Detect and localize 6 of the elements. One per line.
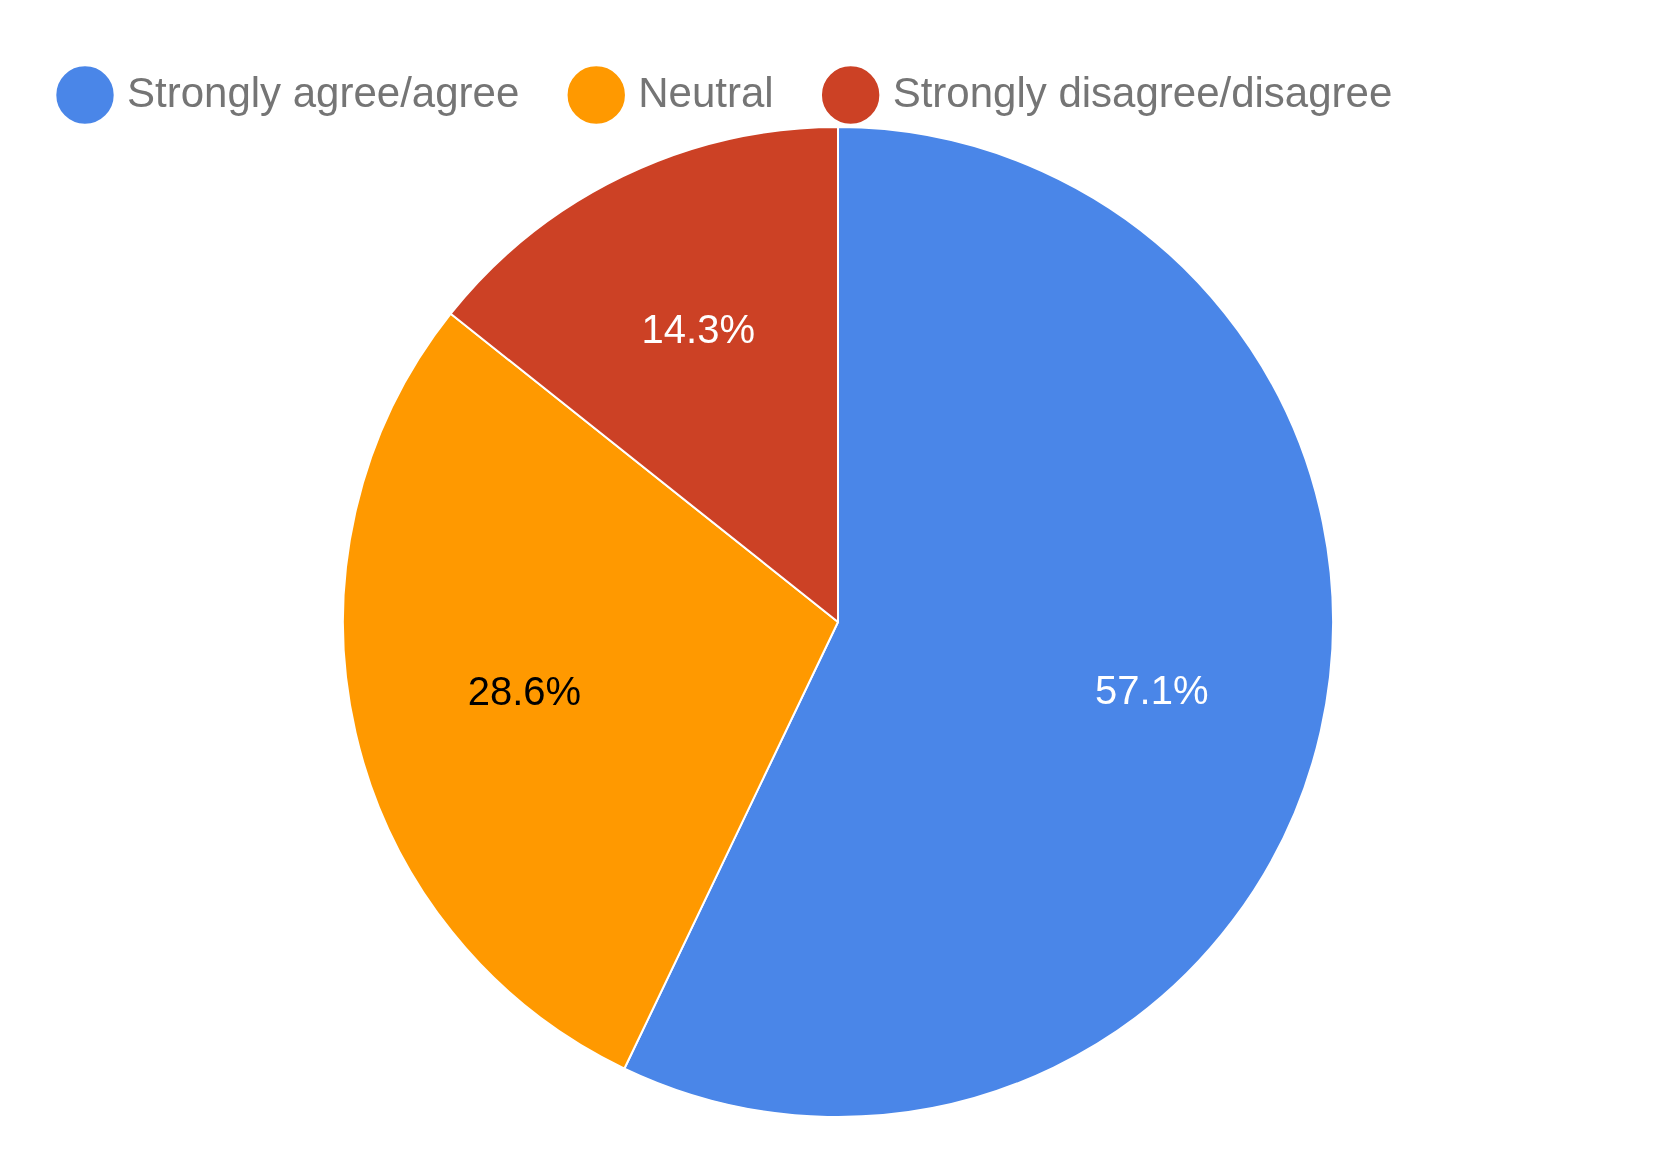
legend-label: Strongly disagree/disagree	[892, 68, 1393, 116]
legend-label: Strongly agree/agree	[127, 68, 520, 116]
data-label: 28.6%	[467, 669, 582, 714]
data-label: 14.3%	[641, 307, 755, 352]
legend-label: Neutral	[638, 68, 774, 116]
data-label: 57.1%	[1095, 668, 1209, 713]
